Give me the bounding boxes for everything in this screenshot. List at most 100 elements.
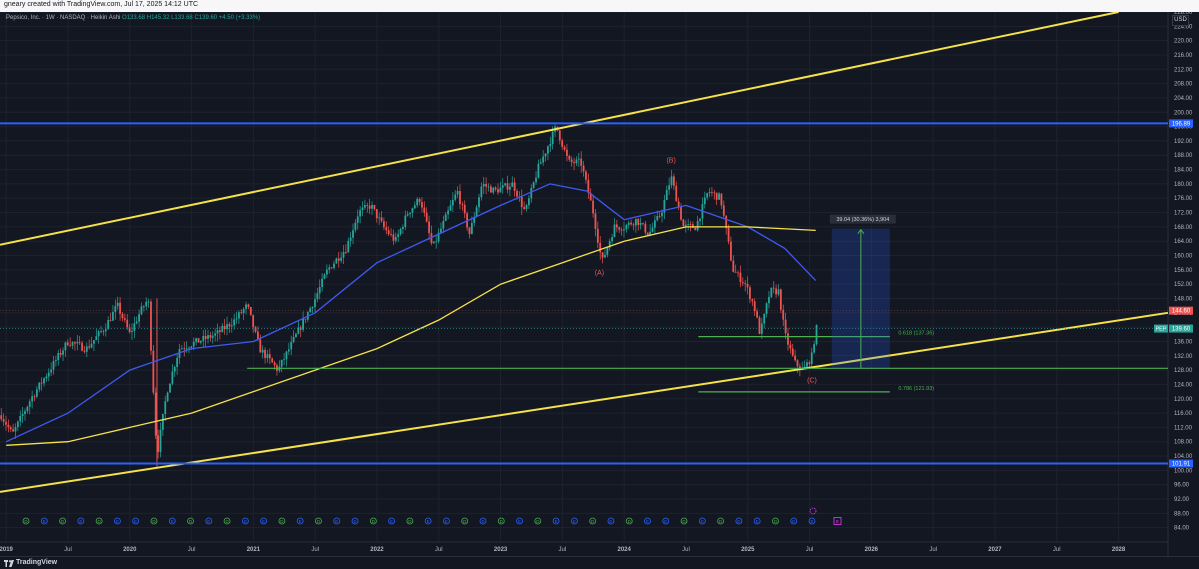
dividend-marker[interactable]: D [315, 517, 322, 525]
earnings-marker[interactable]: E [168, 517, 176, 525]
candle-body [57, 352, 60, 360]
candle-body [226, 324, 228, 330]
candle-body [214, 333, 217, 336]
candle-body [166, 392, 169, 402]
earnings-marker[interactable]: E [443, 517, 450, 525]
candle-body [93, 340, 95, 344]
candle-body [646, 232, 649, 236]
symbol-name: Pepsico, Inc. · 1W · NASDAQ · Heikin Ash… [6, 15, 121, 21]
dividend-marker[interactable]: D [406, 517, 414, 525]
earnings-marker[interactable]: E [205, 517, 213, 525]
candle-body [670, 176, 673, 186]
dividend-marker[interactable]: D [772, 517, 779, 525]
earnings-marker[interactable]: E [735, 517, 743, 525]
candle-body [530, 187, 533, 199]
fib-label: 0.786 (121.93) [898, 386, 934, 392]
candle-body [321, 278, 324, 288]
candle-body [706, 193, 709, 198]
earnings-marker[interactable]: E [351, 517, 359, 525]
candle-body [689, 224, 692, 225]
candle-body [112, 311, 114, 321]
dividend-marker[interactable]: D [497, 517, 505, 525]
dividend-marker[interactable]: D [59, 517, 66, 525]
tradingview-logo-icon [4, 560, 14, 567]
earnings-marker[interactable]: E [424, 517, 432, 525]
dividend-marker[interactable]: D [278, 517, 286, 525]
currency-badge[interactable]: USD [1172, 15, 1189, 26]
y-tick-label: 84.00 [1174, 526, 1190, 532]
candle-body [14, 427, 17, 432]
earnings-marker[interactable]: E [516, 517, 523, 525]
dividend-marker[interactable]: D [589, 517, 597, 525]
candle-body [449, 205, 452, 211]
dividend-marker[interactable]: D [369, 517, 377, 525]
candle-body [815, 324, 818, 345]
candle-body [634, 218, 637, 226]
earnings-marker[interactable]: E [790, 517, 798, 525]
candle-body [523, 207, 526, 209]
y-tick-label: 188.00 [1174, 153, 1193, 159]
dividend-marker[interactable]: D [150, 517, 158, 525]
candle-body [468, 227, 471, 234]
candle-body [708, 192, 711, 194]
candle-body [741, 282, 744, 284]
earnings-marker[interactable]: E [698, 517, 706, 525]
candle-body [31, 396, 34, 402]
earnings-marker[interactable]: E [808, 517, 816, 525]
candle-body [499, 187, 502, 193]
earnings-marker[interactable]: E [570, 517, 578, 525]
earnings-marker[interactable]: E [644, 517, 651, 525]
earnings-marker[interactable]: E [662, 517, 670, 525]
candle-body [78, 342, 81, 343]
price-tag-label: 139.60 [1172, 327, 1191, 333]
candle-body [459, 191, 461, 205]
dividend-marker[interactable]: D [187, 517, 194, 525]
y-tick-label: 124.00 [1174, 382, 1193, 388]
marker-letter: E [836, 519, 839, 524]
earnings-marker[interactable]: E [552, 517, 560, 525]
dividend-marker[interactable]: D [223, 517, 231, 525]
candle-body [737, 272, 739, 274]
dividend-marker[interactable]: D [625, 517, 633, 525]
dividend-marker[interactable]: D [717, 517, 725, 525]
earnings-marker[interactable]: E [132, 517, 140, 525]
candle-body [52, 360, 55, 370]
y-tick-label: 112.00 [1174, 425, 1193, 431]
earnings-marker[interactable]: E [479, 517, 487, 525]
candle-body [95, 336, 98, 341]
marker-circle [113, 517, 121, 525]
candle-body [204, 335, 207, 339]
earnings-marker[interactable]: E [296, 517, 304, 525]
earnings-marker[interactable]: E [260, 517, 268, 525]
dividend-marker[interactable]: D [22, 517, 30, 525]
candle-body [90, 343, 93, 348]
earnings-marker[interactable]: E [607, 517, 615, 525]
dividend-marker[interactable]: D [95, 517, 103, 525]
candle-body [487, 186, 490, 188]
earnings-marker[interactable]: E [333, 517, 341, 525]
dividend-marker[interactable]: D [461, 517, 469, 525]
ma-blue-line [5, 183, 817, 443]
candle-body [159, 429, 162, 452]
candle-body [620, 229, 623, 231]
earnings-marker[interactable]: E [241, 517, 249, 525]
candle-body [551, 131, 554, 145]
candle-body [150, 301, 152, 351]
candle-body [803, 366, 806, 368]
candle-body [97, 331, 100, 337]
earnings-marker[interactable]: E [77, 517, 85, 525]
candle-body [207, 335, 209, 339]
earnings-marker[interactable]: E [753, 517, 761, 525]
earnings-marker[interactable]: E [40, 517, 48, 525]
earnings-marker[interactable]: E [388, 517, 395, 525]
candle-body [606, 247, 609, 255]
marker-circle [717, 517, 725, 525]
earnings-marker[interactable]: E [113, 517, 121, 525]
symbol-legend[interactable]: Pepsico, Inc. · 1W · NASDAQ · Heikin Ash… [6, 15, 260, 21]
marker-letter: D [628, 519, 632, 524]
dividend-marker[interactable]: D [534, 517, 542, 525]
candle-body [454, 194, 457, 200]
dividend-marker[interactable]: D [680, 517, 688, 525]
candle-body [549, 144, 552, 147]
